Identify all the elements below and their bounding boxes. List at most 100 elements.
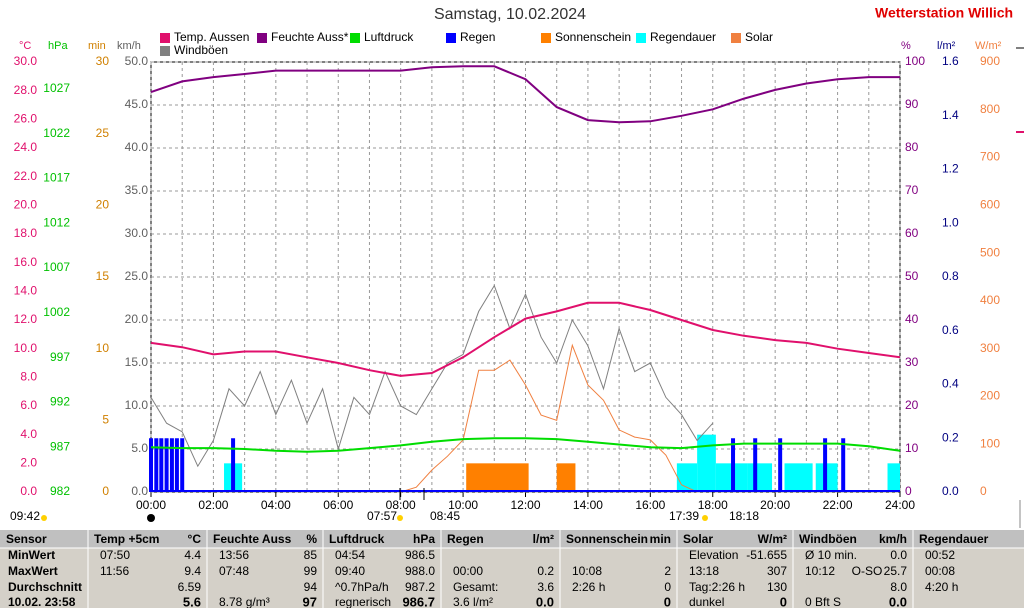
table-cell: MinWert [8, 548, 55, 562]
table-header: Windböen [799, 532, 857, 546]
table-cell: 9.4 [184, 564, 201, 578]
table-cell: 0 Bft S [805, 595, 841, 608]
chart-title: Samstag, 10.02.2024 [434, 6, 586, 23]
y-tick-label: 15.0 [125, 355, 149, 369]
table-unit: hPa [413, 532, 435, 546]
table-cell: 4.4 [184, 548, 201, 562]
table-cell: 0 [780, 594, 787, 608]
y-tick-label: 800 [980, 102, 1000, 116]
y-tick-label: 1.6 [942, 54, 959, 68]
series-line [150, 65, 900, 124]
x-tick-label: 12:00 [510, 498, 540, 512]
table-cell: -51.655 [746, 548, 787, 562]
table-unit: min [650, 532, 671, 546]
axis-title: °C [19, 40, 31, 52]
table-header: Solar [683, 532, 713, 546]
y-tick-label: 0.2 [942, 430, 959, 444]
y-tick-label: 700 [980, 150, 1000, 164]
y-tick-label: 600 [980, 198, 1000, 212]
series-line [150, 301, 901, 377]
table-cell: 6.59 [178, 580, 202, 594]
table-header: Feuchte Auss [213, 532, 292, 546]
table-cell: 130 [767, 580, 787, 594]
legend-swatch [350, 33, 360, 43]
axis-title: l/m² [937, 40, 956, 52]
table-cell: Elevation [689, 548, 738, 562]
x-tick-label: 10:00 [448, 498, 478, 512]
x-tick-label: 16:00 [635, 498, 665, 512]
y-tick-label: 8.0 [20, 370, 37, 384]
rain-bar [823, 438, 828, 492]
table-cell: Ø 10 min. [805, 548, 857, 562]
table-cell: 00:00 [453, 564, 483, 578]
y-tick-label: 70 [905, 183, 919, 197]
rain-bar [753, 438, 758, 492]
y-tick-label: 100 [905, 54, 925, 68]
table-header: Sensor [6, 532, 47, 546]
legend-swatch [257, 33, 267, 43]
table-unit: W/m² [758, 532, 787, 546]
table-cell: Tag:2:26 h [689, 580, 745, 594]
x-tick-label: 14:00 [573, 498, 603, 512]
legend-swatch [160, 46, 170, 56]
legend-label: Regendauer [650, 30, 716, 44]
series-line [150, 437, 901, 453]
y-tick-label: 0.6 [942, 323, 959, 337]
rain-bar [154, 438, 159, 492]
y-tick-label: 900 [980, 54, 1000, 68]
y-tick-label: 35.0 [125, 183, 149, 197]
y-tick-label: 90 [905, 97, 919, 111]
y-tick-label: 5.0 [131, 441, 148, 455]
table-unit: l/m² [533, 532, 554, 546]
duration-bar [784, 463, 813, 492]
table-cell: 0.2 [537, 564, 554, 578]
x-tick-label: 02:00 [198, 498, 228, 512]
series-line [400, 343, 698, 493]
table-cell: 13:56 [219, 548, 249, 562]
y-tick-label: 6.0 [20, 398, 37, 412]
x-tick-label: 24:00 [885, 498, 915, 512]
y-tick-label: 300 [980, 341, 1000, 355]
axis-title: min [88, 40, 106, 52]
table-cell: 10:08 [572, 564, 602, 578]
legend-label: Regen [460, 30, 495, 44]
y-tick-label: 200 [980, 389, 1000, 403]
legend-label: Solar [745, 30, 773, 44]
y-tick-label: 20 [905, 398, 919, 412]
moon-icon [147, 514, 155, 522]
table-cell: 4:20 h [925, 580, 958, 594]
table-cell: Durchschnitt [8, 580, 82, 594]
table-cell: 988.0 [405, 564, 435, 578]
y-tick-label: 12.0 [14, 312, 38, 326]
rain-bar [164, 438, 169, 492]
legend-label: Windböen [174, 43, 228, 57]
time-marker: 18:18 [729, 509, 759, 523]
time-marker: 07:57 [367, 509, 397, 523]
y-tick-label: 30 [905, 355, 919, 369]
y-tick-label: 28.0 [14, 83, 38, 97]
y-tick-label: 45.0 [125, 97, 149, 111]
y-tick-label: 400 [980, 293, 1000, 307]
y-tick-label: 14.0 [14, 284, 38, 298]
x-tick-label: 04:00 [261, 498, 291, 512]
table-cell: 2:26 h [572, 580, 605, 594]
y-tick-label: 20.0 [125, 312, 149, 326]
table-cell: MaxWert [8, 564, 58, 578]
table-cell: Gesamt: [453, 580, 498, 594]
table-cell: 85 [304, 548, 318, 562]
y-tick-label: 1007 [43, 260, 70, 274]
y-tick-label: 40 [905, 312, 919, 326]
duration-bar [466, 463, 529, 492]
y-tick-label: 30 [96, 54, 110, 68]
duration-bar [697, 434, 716, 492]
table-cell: 09:40 [335, 564, 365, 578]
y-tick-label: 20 [96, 198, 110, 212]
table-cell: 04:54 [335, 548, 365, 562]
y-tick-label: 1.0 [942, 215, 959, 229]
rain-bar [159, 438, 164, 492]
table-cell: 3.6 [537, 580, 554, 594]
legend-label: Temp. Aussen [174, 30, 249, 44]
y-tick-label: 1002 [43, 305, 70, 319]
table-cell: 0.0 [889, 594, 907, 608]
x-tick-label: 20:00 [760, 498, 790, 512]
